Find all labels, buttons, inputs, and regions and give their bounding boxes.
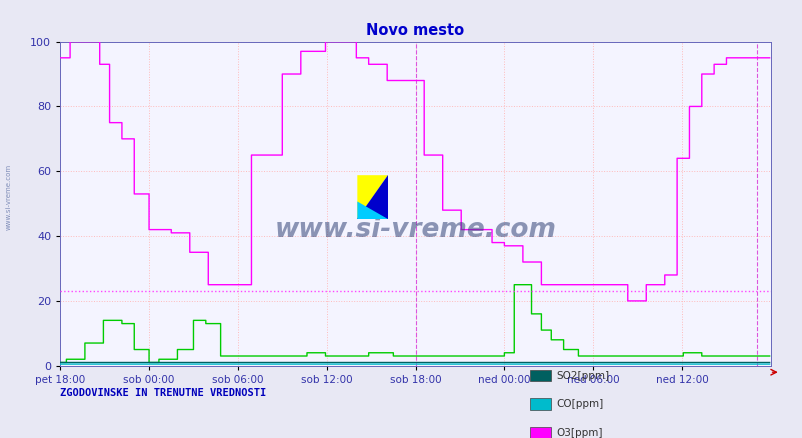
Text: www.si-vreme.com: www.si-vreme.com: [274, 217, 556, 243]
Title: Novo mesto: Novo mesto: [366, 23, 464, 38]
Text: CO[ppm]: CO[ppm]: [556, 399, 603, 409]
Text: SO2[ppm]: SO2[ppm]: [556, 371, 609, 381]
Polygon shape: [357, 175, 387, 219]
Text: O3[ppm]: O3[ppm]: [556, 427, 602, 438]
Text: www.si-vreme.com: www.si-vreme.com: [6, 164, 11, 230]
Polygon shape: [357, 201, 387, 219]
Text: ZGODOVINSKE IN TRENUTNE VREDNOSTI: ZGODOVINSKE IN TRENUTNE VREDNOSTI: [60, 388, 266, 398]
Polygon shape: [357, 175, 387, 219]
